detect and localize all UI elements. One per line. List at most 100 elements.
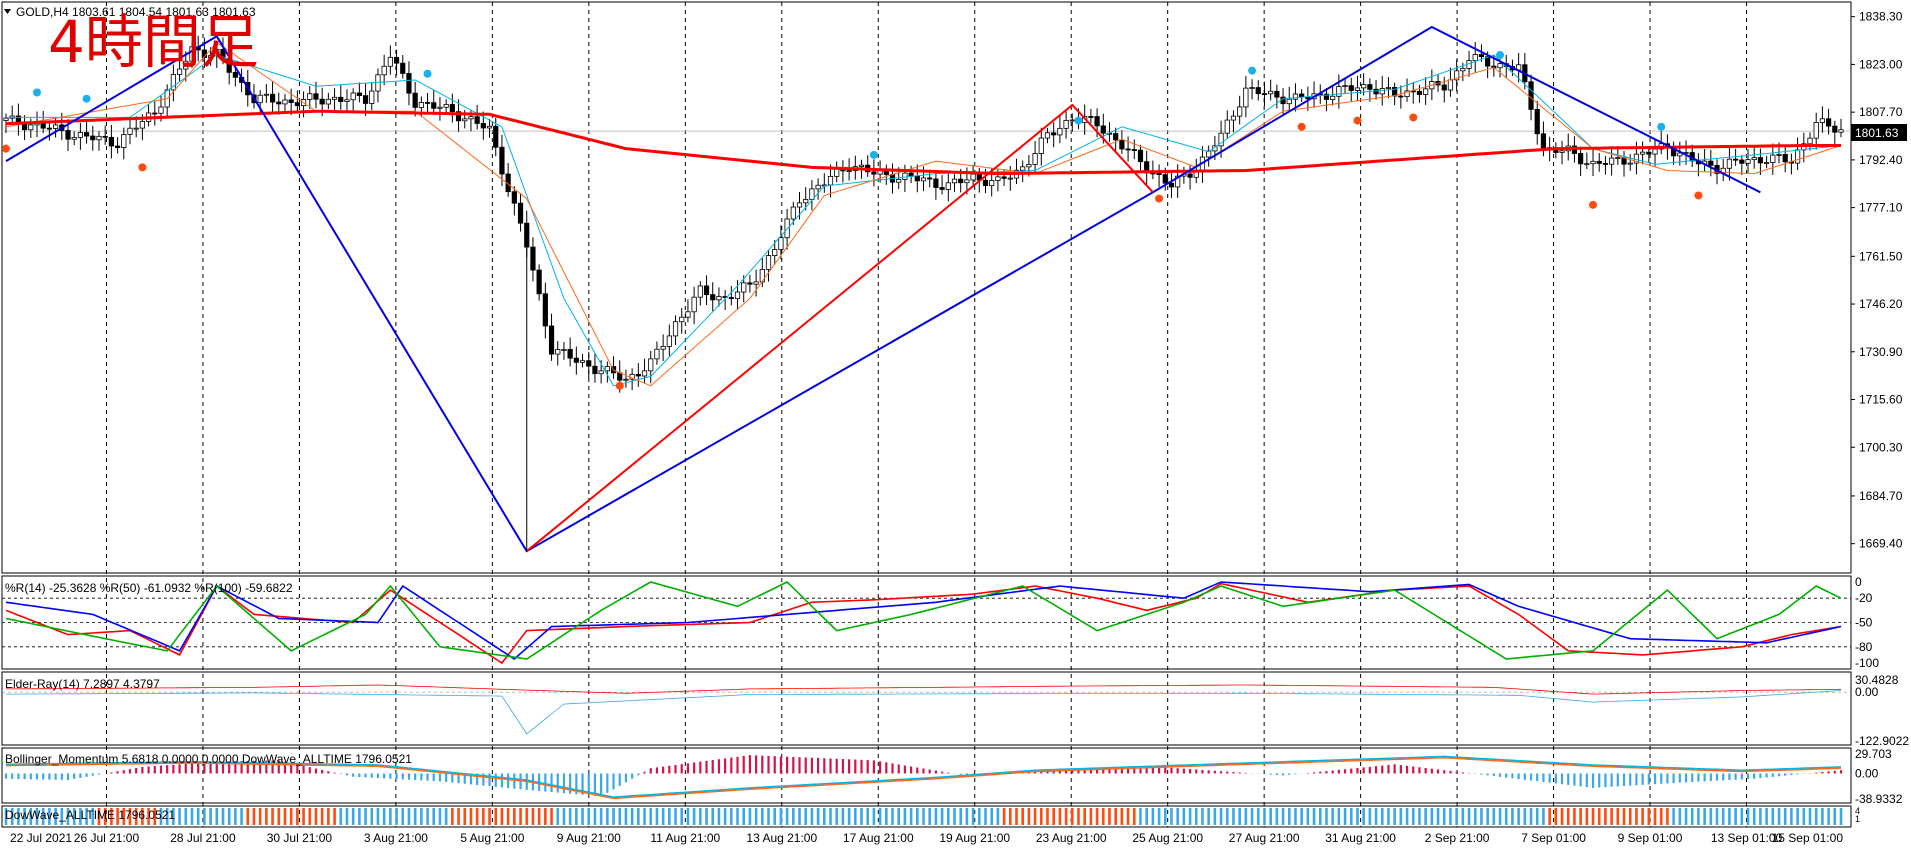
candle-bear	[424, 102, 431, 104]
x-tick-label: 9 Aug 21:00	[557, 831, 621, 845]
candle-bear	[728, 297, 734, 299]
candle-bull	[1007, 177, 1013, 180]
boll-tick-label: -38.9332	[1855, 792, 1903, 806]
signal-dot-cyan	[1074, 116, 1083, 125]
candle-bull	[815, 184, 821, 190]
candle-bull	[1379, 88, 1385, 95]
candle-bull	[1292, 93, 1299, 100]
candle-bear	[40, 122, 46, 129]
x-tick-label: 23 Aug 21:00	[1036, 831, 1107, 845]
candle-bear	[1596, 160, 1602, 164]
candle-bear	[958, 178, 964, 184]
candle-bull	[1404, 90, 1410, 98]
candle-bear	[455, 111, 462, 122]
panel-frames	[1, 1, 1852, 828]
candle-bull	[579, 360, 586, 363]
chart-menu-triangle-icon[interactable]	[4, 9, 11, 14]
ma-fast-line	[5, 41, 1842, 387]
candle-bull	[679, 316, 685, 323]
signal-dot-orange	[2, 144, 10, 153]
candle-bear	[1187, 173, 1193, 178]
candle-bear	[1441, 84, 1447, 91]
candle-bull	[381, 65, 387, 76]
candle-bull	[1776, 153, 1782, 156]
candle-bull	[1584, 163, 1590, 166]
y-tick-label: 1746.20	[1859, 297, 1903, 311]
x-tick-label: 28 Jul 21:00	[170, 831, 236, 845]
candle-bear	[1708, 160, 1714, 166]
candle-bear	[982, 179, 989, 187]
wr-tick-label: -80	[1855, 640, 1873, 654]
candle-bull	[263, 93, 269, 96]
x-tick-label: 19 Aug 21:00	[939, 831, 1010, 845]
candle-bull	[1751, 157, 1757, 161]
x-tick-label: 5 Aug 21:00	[460, 831, 524, 845]
signal-dot-orange	[1155, 194, 1164, 203]
candle-bear	[400, 62, 406, 74]
candle-bull	[418, 102, 424, 108]
candle-bull	[790, 206, 796, 220]
wr-series-line	[5, 582, 1842, 665]
candle-bull	[1627, 162, 1633, 165]
candle-bear	[474, 116, 480, 124]
candle-bear	[21, 123, 28, 131]
x-tick-label: 17 Aug 21:00	[843, 831, 914, 845]
candle-bull	[375, 74, 381, 92]
candle-bull	[697, 285, 703, 298]
candle-bear	[46, 127, 52, 130]
candle-bull	[1361, 84, 1367, 89]
candle-bear	[393, 56, 400, 64]
candle-bull	[660, 345, 666, 350]
candle-bull	[1249, 87, 1255, 89]
candle-bear	[1540, 133, 1547, 150]
candle-bull	[1224, 119, 1230, 134]
candle-bull	[1038, 137, 1044, 154]
candle-bear	[499, 146, 505, 175]
candle-bull	[1807, 137, 1813, 145]
price-tag-box	[1851, 124, 1907, 141]
panel-frame-main	[1, 1, 1852, 574]
candle-bear	[1832, 125, 1838, 133]
candle-bull	[387, 56, 393, 67]
candle-bear	[1416, 90, 1423, 95]
y-tick-label: 1777.10	[1859, 201, 1903, 215]
y-tick-label: 1838.30	[1859, 10, 1903, 24]
candle-bear	[747, 282, 753, 285]
candle-bull	[307, 93, 313, 100]
candle-bull	[462, 118, 468, 122]
candle-bull	[1640, 151, 1646, 155]
elder-bull-line	[6, 684, 1842, 695]
candle-bull	[666, 335, 672, 347]
candle-bull	[964, 179, 970, 184]
wr-tick-label: -20	[1855, 591, 1873, 605]
candle-bear	[108, 136, 114, 147]
signal-dot-cyan	[1496, 51, 1505, 60]
y-tick-label: 1669.40	[1859, 537, 1903, 551]
x-tick-label: 25 Aug 21:00	[1132, 831, 1203, 845]
signal-dot-cyan	[423, 69, 432, 78]
candle-bull	[96, 135, 102, 141]
candle-bear	[356, 92, 362, 96]
candle-bull	[1764, 162, 1770, 164]
price-plot[interactable]	[2, 25, 1851, 553]
candle-bear	[1367, 84, 1373, 90]
candle-bull	[176, 68, 183, 75]
candle-bear	[1274, 90, 1280, 98]
candle-bull	[1795, 149, 1801, 164]
candle-bear	[517, 202, 524, 224]
candle-bear	[449, 104, 455, 113]
candle-bear	[362, 95, 369, 104]
candle-bull	[3, 117, 9, 121]
candle-bull	[1336, 86, 1342, 97]
wr-tick-label: -100	[1855, 656, 1879, 670]
candle-bull	[52, 124, 59, 129]
candle-bear	[406, 73, 412, 94]
y-tick-label: 1684.70	[1859, 489, 1903, 503]
candle-bear	[1001, 176, 1007, 179]
candle-bull	[1423, 88, 1429, 95]
candle-bull	[778, 237, 784, 250]
candle-bull	[28, 124, 34, 131]
candle-bear	[83, 132, 90, 137]
candle-bull	[170, 74, 176, 91]
